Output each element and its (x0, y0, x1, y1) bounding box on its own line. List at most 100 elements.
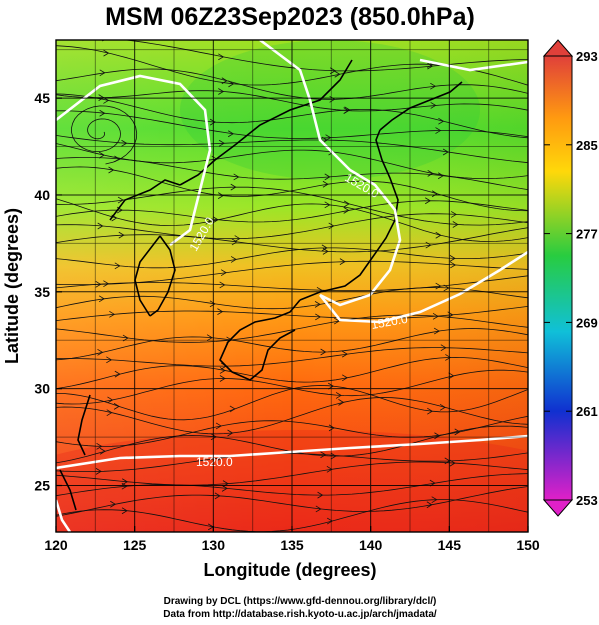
streamline-arrow (320, 348, 327, 356)
x-axis-label: Longitude (degrees) (203, 560, 376, 580)
streamline-arrow (121, 139, 128, 147)
streamline-arrow (121, 482, 128, 490)
streamline-arrow (343, 207, 350, 214)
streamline-arrow (338, 399, 345, 406)
colorbar-tick-label: 293 (576, 49, 598, 64)
streamline-arrow (445, 354, 452, 361)
streamline-arrow (334, 70, 341, 78)
streamline-arrow (122, 334, 129, 342)
streamline-arrow (427, 407, 434, 415)
streamline-arrow (108, 166, 115, 174)
streamline-arrow (110, 500, 117, 508)
streamline-arrow (217, 308, 224, 315)
streamline-arrow (326, 517, 333, 525)
streamline-arrow (341, 350, 348, 358)
x-tick-label: 140 (359, 537, 383, 553)
streamline-arrow (328, 382, 334, 390)
cool-region (180, 40, 480, 180)
colorbar-tick-label: 261 (576, 404, 598, 419)
streamline-arrow (437, 172, 444, 180)
streamline-arrow (443, 284, 450, 292)
streamline-arrow (326, 465, 333, 473)
streamline-arrow (122, 478, 129, 486)
x-tick-label: 130 (202, 537, 226, 553)
streamline-arrow (435, 282, 442, 290)
geopotential-contours (56, 40, 528, 532)
contour-label: 1520.0 (196, 455, 233, 469)
streamline-arrow (221, 77, 228, 85)
streamline-arrow (230, 183, 237, 191)
streamline-arrow (227, 429, 234, 437)
streamline-arrow (233, 173, 240, 181)
streamline-arrow (99, 447, 106, 455)
colorbar-ticks: 293 285 277 269 261 253 (544, 49, 598, 508)
streamline-arrow (322, 180, 329, 188)
streamline-arrow (434, 432, 441, 440)
streamline-arrow (440, 344, 447, 352)
streamline-arrow (212, 216, 219, 224)
streamline-arrow (219, 281, 226, 289)
streamline-arrow (113, 403, 120, 410)
streamline-arrow (343, 200, 350, 208)
streamline-arrow (98, 151, 105, 159)
streamline-arrow (448, 372, 455, 380)
streamline-arrow (431, 496, 438, 504)
x-tick-label: 135 (280, 537, 304, 553)
streamline-arrow (209, 118, 216, 126)
x-tick-label: 145 (438, 537, 462, 553)
streamline-arrow (221, 485, 228, 492)
streamline-arrow (117, 196, 124, 204)
streamline-arrow (320, 451, 327, 459)
credit-line-2: Data from http://database.rish.kyoto-u.a… (163, 609, 437, 620)
streamline-arrow (431, 190, 438, 198)
streamline-arrow (329, 95, 336, 103)
streamline-arrow (209, 300, 216, 308)
streamline-arrow (106, 356, 113, 364)
map-plot-area: 1520.0 1520.0 1520.0 1520.0 (56, 40, 528, 532)
streamline-arrow (210, 433, 217, 441)
streamline-arrow (430, 82, 437, 90)
streamline-arrow (99, 109, 106, 117)
streamline-arrow (450, 211, 457, 218)
streamline-arrow (121, 507, 128, 515)
streamline-arrow (118, 231, 125, 239)
colorbar-top-arrow (542, 39, 574, 57)
streamline-arrow (229, 405, 236, 413)
streamline-arrow (114, 262, 121, 270)
y-tick-label: 45 (34, 90, 50, 106)
streamline-arrow (329, 67, 336, 75)
streamline-arrow (218, 139, 225, 147)
streamline-arrow (114, 370, 121, 378)
streamline-arrow (227, 130, 234, 138)
streamline-arrow (321, 244, 328, 252)
streamline-arrow (433, 327, 440, 335)
streamline-arrow (442, 148, 449, 156)
streamline-arrow (427, 170, 434, 177)
streamline-arrow (330, 452, 337, 460)
streamline-arrow (314, 301, 321, 308)
streamline-arrow (449, 459, 456, 467)
streamline-arrow (215, 422, 222, 430)
streamline-arrow (452, 221, 459, 228)
streamline-arrow (96, 442, 103, 450)
map-title: MSM 06Z23Sep2023 (850.0hPa) (105, 3, 475, 31)
streamline-arrow (219, 375, 226, 382)
colorbar-tick-label: 269 (576, 315, 598, 330)
streamline-arrow (426, 501, 433, 509)
streamline-arrow (344, 106, 351, 114)
colorbar-bottom-arrow (542, 499, 574, 517)
streamline-arrow (217, 192, 224, 199)
streamline-arrow (99, 69, 106, 77)
y-tick-label: 25 (34, 478, 50, 494)
streamline-arrow (97, 348, 104, 356)
streamline-arrow (324, 201, 331, 209)
streamline-arrow (341, 374, 348, 382)
y-axis-ticks: 25 30 35 40 45 (34, 90, 62, 494)
streamline-arrow (317, 491, 324, 499)
y-axis-label: Latitude (degrees) (2, 208, 22, 364)
lat-lon-grid (56, 40, 528, 532)
y-tick-label: 30 (34, 381, 50, 397)
colorbar-tick-label: 285 (576, 138, 598, 153)
streamline-arrow (315, 505, 322, 513)
